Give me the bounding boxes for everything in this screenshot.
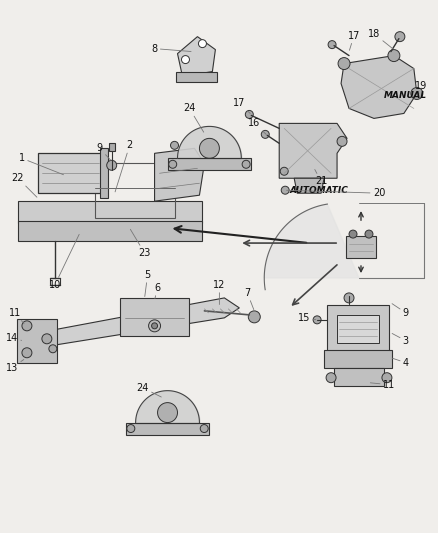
Bar — [168, 158, 251, 170]
Circle shape — [22, 348, 32, 358]
Bar — [109, 143, 115, 151]
Circle shape — [200, 425, 208, 433]
Polygon shape — [341, 55, 417, 118]
Bar — [327, 305, 389, 353]
Text: 11: 11 — [9, 308, 24, 324]
Text: AUTOMATIC: AUTOMATIC — [289, 186, 348, 195]
Text: 15: 15 — [298, 313, 316, 323]
Bar — [176, 71, 217, 82]
Circle shape — [169, 160, 177, 168]
Circle shape — [344, 293, 354, 303]
Circle shape — [365, 230, 373, 238]
Text: 13: 13 — [6, 360, 24, 373]
Text: 11: 11 — [371, 379, 395, 390]
Text: 5: 5 — [145, 270, 151, 296]
Circle shape — [242, 160, 250, 168]
Bar — [95, 163, 174, 218]
Circle shape — [280, 167, 288, 175]
Text: 4: 4 — [392, 358, 409, 368]
Bar — [126, 423, 209, 434]
Text: 17: 17 — [348, 30, 360, 50]
Bar — [337, 315, 379, 343]
Circle shape — [388, 50, 400, 62]
Bar — [120, 298, 190, 336]
Polygon shape — [294, 178, 324, 193]
Circle shape — [281, 186, 289, 194]
Text: 23: 23 — [131, 229, 151, 258]
Circle shape — [411, 87, 423, 100]
Text: 9: 9 — [97, 143, 111, 160]
Circle shape — [152, 323, 158, 329]
Circle shape — [158, 402, 177, 423]
Text: 18: 18 — [368, 29, 393, 49]
Text: 16: 16 — [248, 118, 266, 134]
Text: 22: 22 — [12, 173, 37, 197]
Bar — [38, 154, 103, 193]
Text: 19: 19 — [415, 80, 427, 93]
Circle shape — [127, 425, 135, 433]
Polygon shape — [155, 148, 205, 201]
Polygon shape — [177, 37, 215, 77]
Text: 9: 9 — [392, 304, 409, 318]
Text: 2: 2 — [115, 140, 133, 192]
Polygon shape — [28, 298, 239, 348]
Circle shape — [248, 311, 260, 323]
Text: 24: 24 — [136, 383, 161, 397]
Bar — [17, 319, 57, 363]
Circle shape — [181, 55, 190, 63]
Circle shape — [22, 321, 32, 331]
Circle shape — [245, 110, 253, 118]
Circle shape — [337, 136, 347, 147]
Text: 21: 21 — [315, 169, 327, 186]
Polygon shape — [279, 124, 347, 178]
Bar — [346, 236, 376, 258]
Text: 6: 6 — [155, 283, 161, 298]
Bar — [324, 350, 392, 368]
Polygon shape — [264, 204, 359, 278]
Text: 12: 12 — [213, 280, 226, 304]
Circle shape — [170, 141, 179, 149]
Circle shape — [328, 41, 336, 49]
Text: MANUAL: MANUAL — [384, 92, 427, 100]
Circle shape — [395, 31, 405, 42]
Circle shape — [107, 160, 117, 170]
Bar — [100, 148, 108, 198]
Circle shape — [313, 316, 321, 324]
Text: 7: 7 — [244, 288, 254, 310]
Circle shape — [199, 139, 219, 158]
Text: 17: 17 — [233, 99, 250, 114]
Text: 10: 10 — [49, 235, 79, 290]
Text: 20: 20 — [286, 188, 385, 198]
Circle shape — [382, 373, 392, 383]
Circle shape — [198, 39, 206, 47]
Circle shape — [42, 334, 52, 344]
Circle shape — [338, 58, 350, 69]
Text: 24: 24 — [183, 103, 204, 132]
Text: 8: 8 — [152, 44, 191, 54]
Circle shape — [261, 131, 269, 139]
Text: 14: 14 — [6, 333, 21, 343]
Circle shape — [349, 230, 357, 238]
Text: 3: 3 — [392, 334, 409, 346]
Polygon shape — [334, 368, 384, 386]
Bar — [18, 221, 202, 241]
Circle shape — [49, 345, 57, 353]
Circle shape — [148, 320, 161, 332]
Circle shape — [326, 373, 336, 383]
Text: 1: 1 — [19, 154, 64, 175]
Bar — [18, 201, 202, 223]
